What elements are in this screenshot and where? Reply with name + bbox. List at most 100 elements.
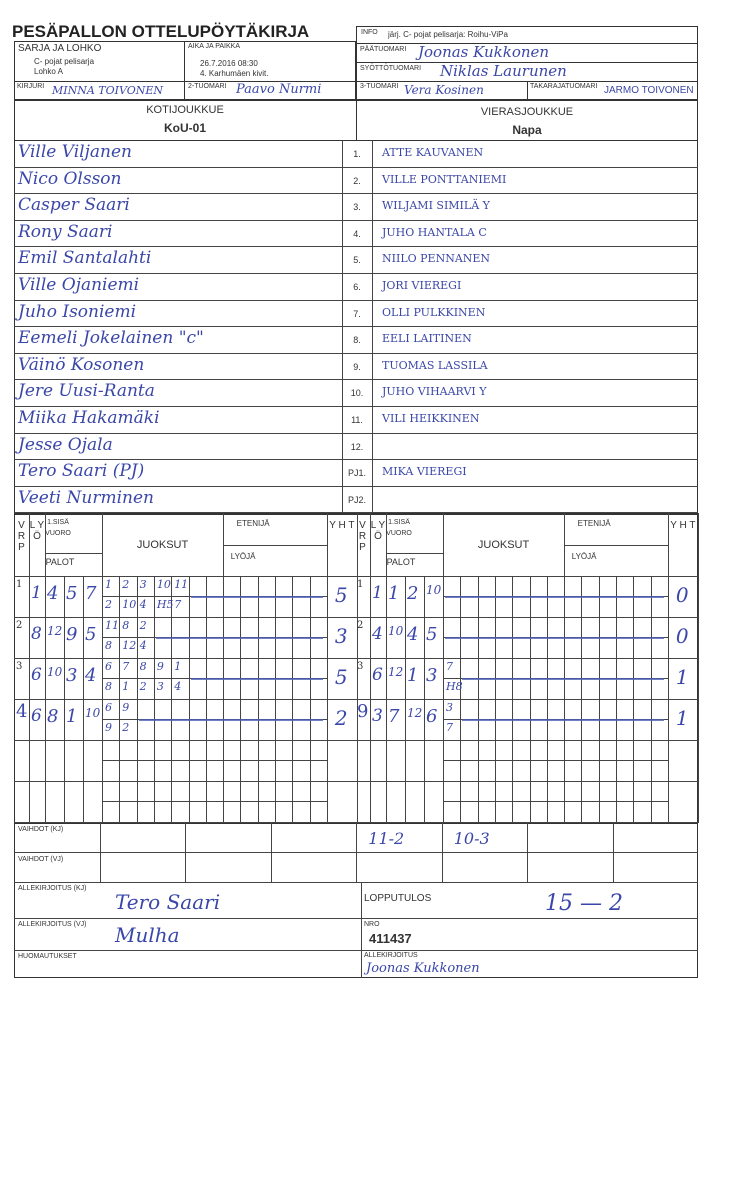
player-number: PJ2. <box>347 494 366 505</box>
inning-number: 4 <box>16 701 28 722</box>
home-player: Ville Ojaniemi <box>18 275 140 295</box>
palot-value: 10 <box>426 583 442 597</box>
player-number: 8. <box>353 335 361 346</box>
col-line <box>342 140 343 513</box>
away-player: JUHO VIHAARVI Y <box>382 385 487 399</box>
takaraja-value: JARMO TOIVONEN <box>604 85 694 96</box>
juoksut-header: JUOKSUT <box>477 539 530 551</box>
row-line <box>14 352 698 354</box>
run-top: 2 <box>122 578 130 591</box>
grid-line <box>356 513 358 823</box>
run-top: 3 <box>139 578 147 591</box>
row-line <box>14 485 698 487</box>
run-bottom: 8 <box>105 680 112 693</box>
palot-value: 5 <box>85 624 97 645</box>
yht-value: 5 <box>334 583 348 607</box>
vaihdot-kj-label: VAIHDOT (KJ) <box>18 826 64 833</box>
col-line <box>372 140 373 513</box>
syottotuomari-label: SYÖTTÖTUOMARI <box>360 65 422 72</box>
lyo-value: 4 <box>372 624 383 644</box>
away-player: VILLE PONTTANIEMI <box>382 172 507 186</box>
yht-header: Y H T <box>670 520 696 531</box>
home-player: Casper Saari <box>18 195 130 216</box>
grid-line <box>355 699 698 700</box>
tuomari3-label: 3-TUOMARI <box>360 83 399 90</box>
lyo-value: 6 <box>31 706 42 726</box>
lyo-value: 1 <box>372 583 383 603</box>
player-number: 4. <box>353 228 361 239</box>
palot-value: 3 <box>426 665 438 686</box>
final-score: 15 — 2 <box>545 891 623 916</box>
player-number: 5. <box>353 255 361 266</box>
paikka-value: 4. Karhumäen kivit. <box>200 69 269 78</box>
grid-line <box>14 617 357 618</box>
palot-value: 2 <box>407 583 419 604</box>
home-player: Tero Saari (PJ) <box>18 461 145 482</box>
inning-number: 2 <box>16 620 23 631</box>
inning-number: 9 <box>357 701 369 722</box>
away-player: MIKA VIEREGI <box>382 465 467 479</box>
player-number: 9. <box>353 361 361 372</box>
run-top: 11 <box>174 578 189 591</box>
row-line <box>14 512 698 514</box>
tuomari2-label: 2-TUOMARI <box>188 83 227 90</box>
yht-header: Y H T <box>329 520 355 531</box>
run-bottom: 7 <box>446 721 453 734</box>
info-value: järj. C- pojat pelisarja: Roihu-ViPa <box>388 30 508 39</box>
palot-value: 7 <box>85 583 97 604</box>
sarja-value: C- pojat pelisarja <box>34 57 95 66</box>
away-player: TUOMAS LASSILA <box>382 358 488 372</box>
grid-line <box>14 658 357 659</box>
paatuomari-value: Joonas Kukkonen <box>418 43 550 61</box>
run-bottom: 12 <box>122 639 137 652</box>
allekirjoitus-vj-label: ALLEKIRJOITUS (VJ) <box>18 921 87 928</box>
nro-label: NRO <box>364 921 380 928</box>
grid-line <box>355 617 698 618</box>
inning-number: 1 <box>357 579 364 590</box>
home-team-name: KoU-01 <box>163 121 206 135</box>
strike-line <box>190 678 323 680</box>
away-player: VILI HEIKKINEN <box>382 412 480 425</box>
lyo-value: 8 <box>31 624 42 644</box>
palot-value: 6 <box>426 706 438 727</box>
away-team-label: VIERASJOUKKUE <box>480 106 574 118</box>
col-line <box>612 823 614 882</box>
away-player: NIILO PENNANEN <box>382 252 491 266</box>
vrp-header: V R P <box>17 520 26 553</box>
col-line <box>527 823 529 882</box>
kirjuri-label: KIRJURI <box>17 83 45 90</box>
palot-value: 3 <box>66 665 78 686</box>
row-line <box>14 273 698 274</box>
col-line <box>185 823 187 882</box>
info-label: INFO <box>361 29 378 36</box>
run-bottom: 2 <box>139 680 147 693</box>
run-bottom: 3 <box>156 680 164 693</box>
divider <box>356 100 357 140</box>
vaihto-kj: 11-2 <box>368 829 405 848</box>
palot-value: 12 <box>388 665 404 679</box>
grid-line <box>29 513 30 823</box>
strike-line <box>138 719 323 721</box>
palot-value: 10 <box>47 665 63 679</box>
grid-line <box>564 513 566 576</box>
home-player: Miika Hakamäki <box>18 408 160 428</box>
vrp-header: V R P <box>358 520 367 553</box>
player-number: 1. <box>353 149 361 159</box>
col-line <box>361 882 362 978</box>
palot-value: 7 <box>388 706 400 727</box>
palot-value: 5 <box>66 583 78 604</box>
juoksut-header: JUOKSUT <box>136 539 189 551</box>
player-number: PJ1. <box>347 468 366 479</box>
run-top: 6 <box>105 660 112 673</box>
grid-line <box>667 513 669 823</box>
run-top: 9 <box>156 660 164 673</box>
grid-line <box>14 740 357 741</box>
run-top: 3 <box>446 701 453 714</box>
player-number: 3. <box>353 202 361 213</box>
inning-number: 2 <box>357 620 364 631</box>
row-line <box>14 852 698 853</box>
grid-line <box>386 553 443 554</box>
grid-line <box>223 545 327 546</box>
signature-umpire: Joonas Kukkonen <box>366 961 480 976</box>
palot-header: PALOT <box>386 557 416 567</box>
